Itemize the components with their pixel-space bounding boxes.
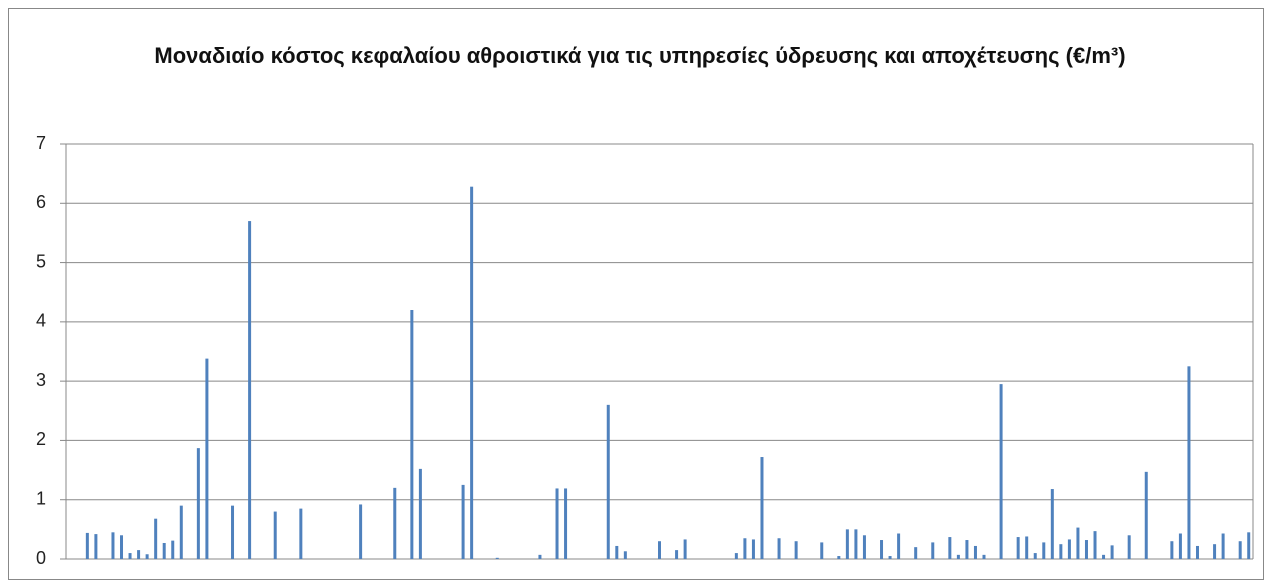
bar [120,535,124,559]
y-tick-label: 7 [36,133,46,153]
bar [658,541,661,559]
bar [1016,537,1020,559]
bar [606,404,610,559]
bar [393,487,397,559]
bar [495,557,499,559]
bar [1213,544,1217,559]
bar [179,505,183,559]
bar [777,538,781,559]
bar [880,540,884,559]
bar [94,534,98,559]
bar [145,554,149,559]
y-tick-label: 1 [36,488,46,508]
bar [965,540,969,559]
bar [973,545,977,559]
bar [273,511,277,559]
bar [171,540,175,559]
bar [1238,541,1242,559]
bar [1178,533,1182,559]
y-tick-label: 0 [36,548,46,568]
bar [205,358,209,559]
bar [675,550,679,559]
y-tick-label: 6 [36,192,46,212]
y-tick-label: 2 [36,429,46,449]
bar [623,551,627,559]
bar [931,542,935,559]
bar [948,537,952,559]
bar [196,448,200,559]
y-tick-label: 3 [36,370,46,390]
bar [461,484,465,559]
bar [734,553,738,559]
bar [1187,366,1191,559]
bar [248,221,252,560]
bar [128,553,132,559]
bar [820,542,824,559]
bar [1102,554,1106,559]
bar [760,457,764,559]
bar [85,532,89,559]
bar [162,542,166,559]
y-tick-label: 5 [36,251,46,271]
bar [538,554,542,559]
bar [751,539,755,559]
chart-frame [8,8,1264,580]
bar [743,538,747,559]
bar [794,541,798,559]
bar [845,529,849,559]
bar [1042,542,1046,559]
bar [359,504,363,559]
bar [470,186,474,559]
bar [1195,545,1199,559]
bar [231,505,235,559]
bar [897,533,901,559]
bar [1127,535,1131,559]
bar [1144,471,1148,559]
bar [418,468,422,559]
bar [615,545,619,559]
bar [1247,532,1251,559]
bar [999,384,1003,559]
bar [137,550,141,559]
chart-title: Μοναδιαίο κόστος κεφαλαίου αθροιστικά γι… [154,43,1126,68]
bar [1059,544,1063,559]
bar [982,554,986,559]
bar [862,535,866,559]
bar [1033,553,1037,559]
bar [1221,533,1225,559]
bar [683,539,687,559]
bar [1025,536,1029,559]
bar [1093,531,1097,559]
bar [837,556,841,559]
bar [1084,540,1088,559]
bar [410,310,414,559]
bar [1050,489,1054,559]
bar [555,488,559,559]
bar [1170,541,1174,559]
bar [914,547,918,559]
bar [854,529,858,559]
bar [154,518,158,559]
bar [1076,527,1080,559]
bar [1067,539,1071,559]
bar [888,556,892,559]
bar [1110,545,1114,559]
bar [564,488,568,559]
bar [299,508,303,559]
y-tick-label: 4 [36,311,46,331]
bar [111,532,115,559]
bar [956,554,960,559]
